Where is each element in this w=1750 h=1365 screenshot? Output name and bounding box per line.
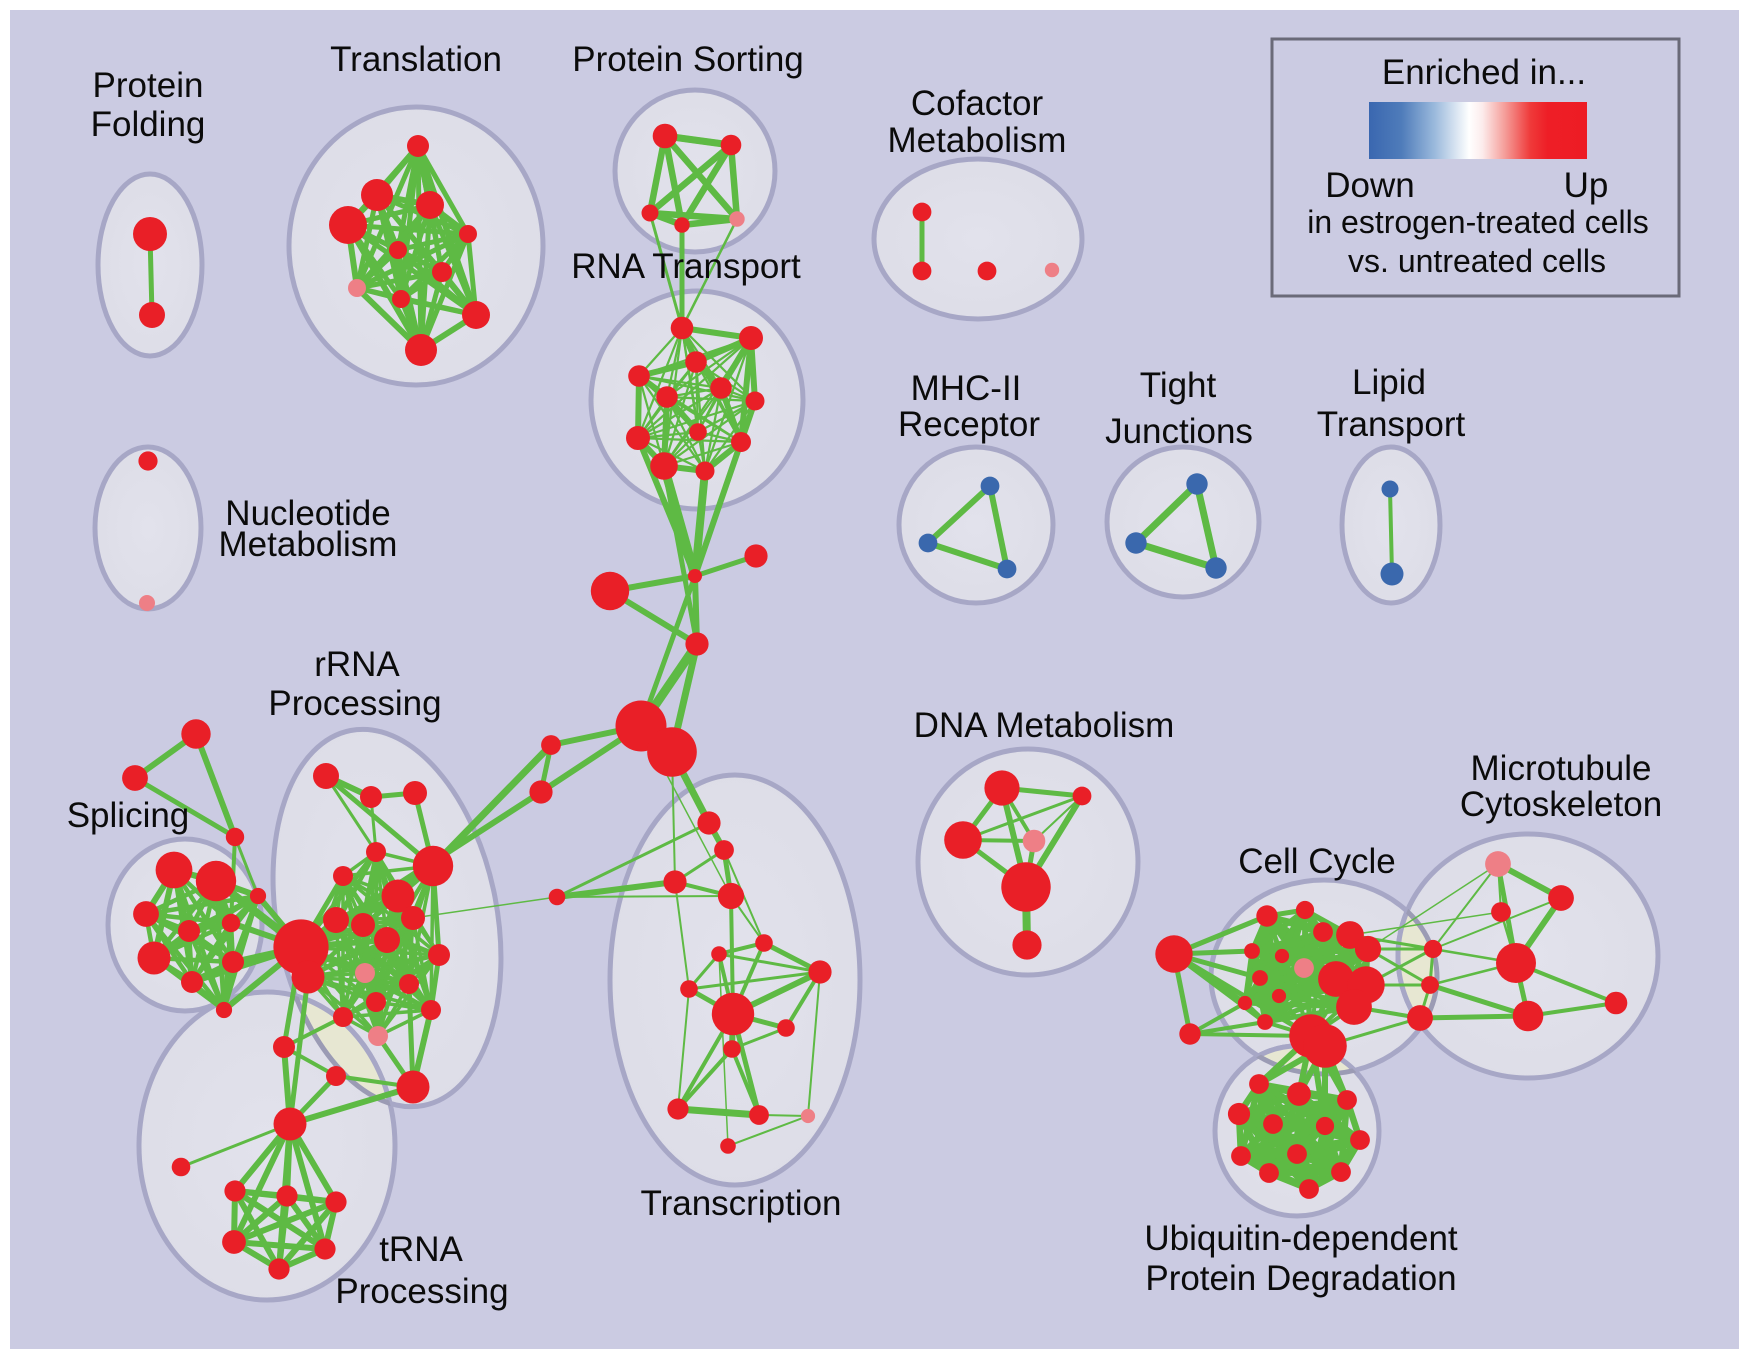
svg-text:Down: Down	[1325, 166, 1414, 205]
svg-text:Transcription: Transcription	[641, 1184, 842, 1223]
svg-text:Ubiquitin-dependent: Ubiquitin-dependent	[1144, 1219, 1458, 1258]
svg-text:Cell Cycle: Cell Cycle	[1238, 842, 1396, 881]
svg-text:Translation: Translation	[330, 40, 502, 79]
svg-text:Tight: Tight	[1140, 366, 1217, 405]
svg-text:Metabolism: Metabolism	[219, 525, 398, 564]
svg-text:Lipid: Lipid	[1352, 363, 1426, 402]
svg-text:tRNA: tRNA	[379, 1230, 463, 1269]
svg-text:Up: Up	[1564, 166, 1609, 205]
svg-text:in estrogen-treated cells: in estrogen-treated cells	[1307, 204, 1649, 240]
svg-text:Receptor: Receptor	[898, 405, 1040, 444]
svg-text:Protein Sorting: Protein Sorting	[572, 40, 804, 79]
svg-text:Cofactor: Cofactor	[911, 84, 1044, 123]
svg-text:Processing: Processing	[335, 1272, 508, 1311]
svg-text:MHC-II: MHC-II	[911, 369, 1022, 408]
svg-text:Transport: Transport	[1317, 405, 1466, 444]
svg-text:Metabolism: Metabolism	[888, 121, 1067, 160]
svg-text:Nucleotide: Nucleotide	[225, 494, 390, 533]
svg-text:RNA Transport: RNA Transport	[571, 247, 801, 286]
svg-text:Junctions: Junctions	[1105, 412, 1253, 451]
svg-text:Protein Degradation: Protein Degradation	[1145, 1259, 1456, 1298]
svg-text:Microtubule: Microtubule	[1471, 749, 1652, 788]
svg-text:Folding: Folding	[91, 105, 206, 144]
svg-text:Processing: Processing	[268, 684, 441, 723]
svg-text:Splicing: Splicing	[67, 796, 190, 835]
svg-text:vs. untreated cells: vs. untreated cells	[1348, 243, 1606, 279]
svg-text:DNA Metabolism: DNA Metabolism	[914, 706, 1175, 745]
svg-text:rRNA: rRNA	[314, 645, 400, 684]
svg-text:Enriched in...: Enriched in...	[1382, 53, 1586, 92]
svg-text:Cytoskeleton: Cytoskeleton	[1460, 785, 1662, 824]
svg-text:Protein: Protein	[93, 66, 204, 105]
